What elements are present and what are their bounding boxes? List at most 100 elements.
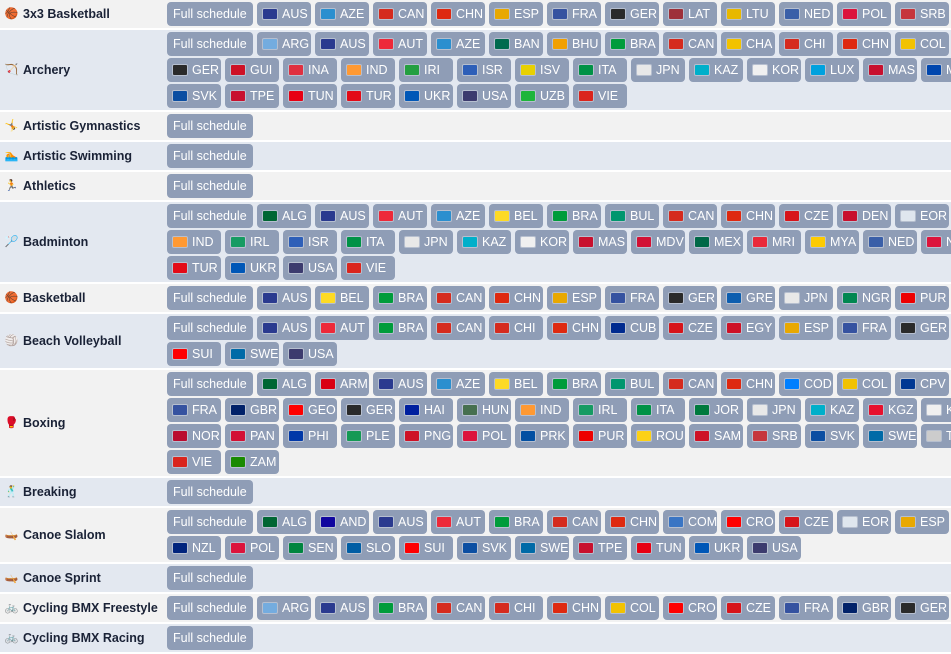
team-button-hai[interactable]: HAI xyxy=(399,398,453,422)
team-button-cod[interactable]: COD xyxy=(779,372,833,396)
team-button-ger[interactable]: GER xyxy=(663,286,717,310)
team-button-kor[interactable]: KOR xyxy=(515,230,569,254)
team-button-aus[interactable]: AUS xyxy=(315,596,369,620)
sport-name[interactable]: 🚲 Cycling BMX Freestyle xyxy=(0,594,165,622)
team-button-irl[interactable]: IRL xyxy=(573,398,627,422)
team-button-geo[interactable]: GEO xyxy=(283,398,337,422)
team-button-lat[interactable]: LAT xyxy=(663,2,717,26)
team-button-mda[interactable]: MDA xyxy=(921,58,951,82)
team-button-swe[interactable]: SWE xyxy=(863,424,917,448)
full-schedule-button[interactable]: Full schedule xyxy=(167,114,253,138)
team-button-cro[interactable]: CRO xyxy=(663,596,717,620)
team-button-pur[interactable]: PUR xyxy=(573,424,627,448)
team-button-cro[interactable]: CRO xyxy=(721,510,775,534)
team-button-aut[interactable]: AUT xyxy=(373,32,427,56)
team-button-aus[interactable]: AUS xyxy=(373,510,427,534)
team-button-aus[interactable]: AUS xyxy=(257,286,311,310)
team-button-cub[interactable]: CUB xyxy=(605,316,659,340)
full-schedule-button[interactable]: Full schedule xyxy=(167,372,253,396)
team-button-bel[interactable]: BEL xyxy=(489,372,543,396)
team-button-chn[interactable]: CHN xyxy=(547,596,601,620)
team-button-chi[interactable]: CHI xyxy=(489,596,543,620)
team-button-aut[interactable]: AUT xyxy=(373,204,427,228)
team-button-chi[interactable]: CHI xyxy=(489,316,543,340)
full-schedule-button[interactable]: Full schedule xyxy=(167,480,253,504)
team-button-chn[interactable]: CHN xyxy=(489,286,543,310)
team-button-ukr[interactable]: UKR xyxy=(689,536,743,560)
team-button-aus[interactable]: AUS xyxy=(257,2,311,26)
team-button-esp[interactable]: ESP xyxy=(547,286,601,310)
team-button-srb[interactable]: SRB xyxy=(895,2,949,26)
team-button-cha[interactable]: CHA xyxy=(721,32,775,56)
team-button-can[interactable]: CAN xyxy=(663,32,717,56)
full-schedule-button[interactable]: Full schedule xyxy=(167,204,253,228)
team-button-mex[interactable]: MEX xyxy=(689,230,743,254)
full-schedule-button[interactable]: Full schedule xyxy=(167,174,253,198)
team-button-hun[interactable]: HUN xyxy=(457,398,511,422)
team-button-svk[interactable]: SVK xyxy=(167,84,221,108)
team-button-srb[interactable]: SRB xyxy=(747,424,801,448)
team-button-bel[interactable]: BEL xyxy=(315,286,369,310)
team-button-tur[interactable]: TUR xyxy=(167,256,221,280)
team-button-bel[interactable]: BEL xyxy=(489,204,543,228)
team-button-aut[interactable]: AUT xyxy=(315,316,369,340)
team-button-chn[interactable]: CHN xyxy=(721,204,775,228)
team-button-jor[interactable]: JOR xyxy=(689,398,743,422)
team-button-jpn[interactable]: JPN xyxy=(399,230,453,254)
team-button-cze[interactable]: CZE xyxy=(721,596,775,620)
team-button-fra[interactable]: FRA xyxy=(779,596,833,620)
team-button-bra[interactable]: BRA xyxy=(373,596,427,620)
team-button-ita[interactable]: ITA xyxy=(341,230,395,254)
team-button-pol[interactable]: POL xyxy=(837,2,891,26)
team-button-bul[interactable]: BUL xyxy=(605,204,659,228)
team-button-ukr[interactable]: UKR xyxy=(399,84,453,108)
team-button-vie[interactable]: VIE xyxy=(341,256,395,280)
team-button-irl[interactable]: IRL xyxy=(225,230,279,254)
sport-name[interactable]: 🏊 Artistic Swimming xyxy=(0,142,165,170)
full-schedule-button[interactable]: Full schedule xyxy=(167,286,253,310)
team-button-sam[interactable]: SAM xyxy=(689,424,743,448)
team-button-and[interactable]: AND xyxy=(315,510,369,534)
team-button-png[interactable]: PNG xyxy=(399,424,453,448)
team-button-slo[interactable]: SLO xyxy=(341,536,395,560)
team-button-fra[interactable]: FRA xyxy=(837,316,891,340)
sport-name[interactable]: 🏸 Badminton xyxy=(0,202,165,282)
full-schedule-button[interactable]: Full schedule xyxy=(167,144,253,168)
sport-name[interactable]: 🚲 Cycling BMX Racing xyxy=(0,624,165,652)
team-button-can[interactable]: CAN xyxy=(373,2,427,26)
team-button-bra[interactable]: BRA xyxy=(373,286,427,310)
team-button-jpn[interactable]: JPN xyxy=(631,58,685,82)
team-button-kgz[interactable]: KGZ xyxy=(863,398,917,422)
team-button-arm[interactable]: ARM xyxy=(315,372,369,396)
full-schedule-button[interactable]: Full schedule xyxy=(167,2,253,26)
team-button-aze[interactable]: AZE xyxy=(431,32,485,56)
team-button-mas[interactable]: MAS xyxy=(863,58,917,82)
team-button-tpe[interactable]: TPE xyxy=(225,84,279,108)
team-button-isv[interactable]: ISV xyxy=(515,58,569,82)
team-button-nep[interactable]: NEP xyxy=(921,230,951,254)
team-button-can[interactable]: CAN xyxy=(431,286,485,310)
team-button-ltu[interactable]: LTU xyxy=(721,2,775,26)
team-button-tun[interactable]: TUN xyxy=(631,536,685,560)
sport-name[interactable]: 🥊 Boxing xyxy=(0,370,165,476)
team-button-pol[interactable]: POL xyxy=(457,424,511,448)
team-button-nzl[interactable]: NZL xyxy=(167,536,221,560)
team-button-bul[interactable]: BUL xyxy=(605,372,659,396)
team-button-usa[interactable]: USA xyxy=(283,256,337,280)
full-schedule-button[interactable]: Full schedule xyxy=(167,316,253,340)
sport-name[interactable]: 🛶 Canoe Slalom xyxy=(0,508,165,562)
full-schedule-button[interactable]: Full schedule xyxy=(167,626,253,650)
team-button-prk[interactable]: PRK xyxy=(515,424,569,448)
team-button-can[interactable]: CAN xyxy=(547,510,601,534)
team-button-com[interactable]: COM xyxy=(663,510,717,534)
team-button-kaz[interactable]: KAZ xyxy=(457,230,511,254)
team-button-cpv[interactable]: CPV xyxy=(895,372,949,396)
team-button-sen[interactable]: SEN xyxy=(283,536,337,560)
team-button-alg[interactable]: ALG xyxy=(257,372,311,396)
team-button-bhu[interactable]: BHU xyxy=(547,32,601,56)
team-button-vie[interactable]: VIE xyxy=(167,450,221,474)
team-button-swe[interactable]: SWE xyxy=(225,342,279,366)
sport-name[interactable]: 🏐 Beach Volleyball xyxy=(0,314,165,368)
team-button-usa[interactable]: USA xyxy=(747,536,801,560)
team-button-iri[interactable]: IRI xyxy=(399,58,453,82)
